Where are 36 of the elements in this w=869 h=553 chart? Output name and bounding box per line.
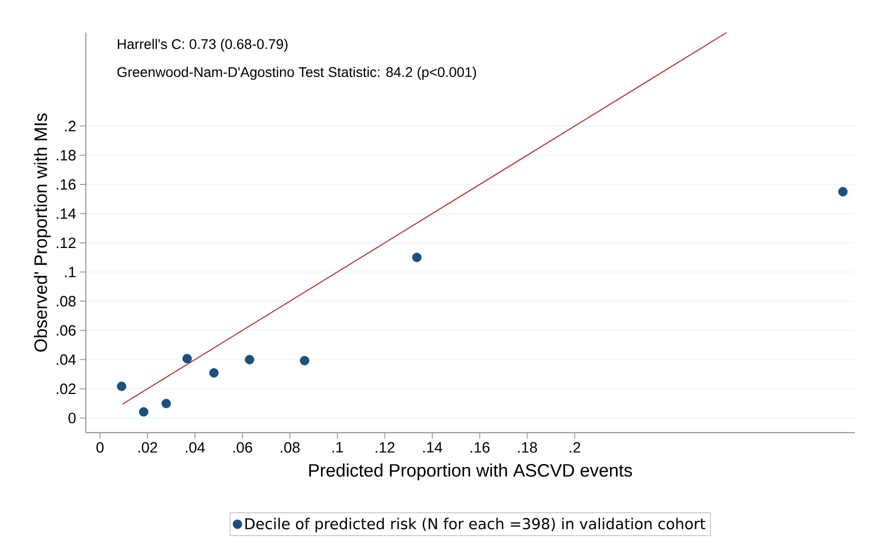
- x-tick-label: .06: [233, 442, 252, 453]
- x-axis-title: Predicted Proportion with ASCVD events: [309, 464, 632, 480]
- annotation: Harrell's C: 0.73 (0.68-0.79): [118, 38, 288, 52]
- point: [116, 382, 126, 392]
- legend-label: Decile of predicted risk (N for each =398) in validation cohort: [245, 518, 706, 532]
- y-tick-label: .18: [56, 150, 76, 161]
- x-tick-label: .2: [570, 442, 580, 453]
- annotation: Greenwood-Nam-D'Agostino Test Statistic: 84.2 (p<0.001): [117, 66, 476, 80]
- x-tick-label: .12: [376, 442, 394, 453]
- y-tick-label: .16: [56, 179, 76, 190]
- y-tick-label: .12: [56, 238, 76, 248]
- point: [162, 398, 171, 408]
- y-tick-label: 0: [68, 412, 76, 424]
- x-tick-label: .04: [186, 442, 205, 453]
- point: [138, 407, 148, 417]
- point: [838, 187, 848, 196]
- y-tick-label: .02: [56, 384, 76, 394]
- x-tick-label: .14: [423, 442, 442, 452]
- point: [182, 354, 192, 364]
- y-tick-label: .04: [56, 354, 76, 365]
- point: [300, 356, 310, 366]
- y-tick-label: .2: [65, 120, 76, 132]
- point: [244, 354, 254, 364]
- y-axis-title: Observed' Proportion with MIs: [34, 113, 51, 352]
- y-tick-label: .06: [56, 325, 76, 336]
- point: [412, 252, 422, 262]
- x-tick-label: 0: [96, 442, 104, 453]
- point: [209, 368, 219, 378]
- x-tick-label: .08: [280, 442, 300, 453]
- x-tick-label: .1: [332, 442, 343, 452]
- x-tick-label: .18: [518, 442, 537, 453]
- y-tick-label: .1: [65, 266, 76, 278]
- x-tick-label: .16: [470, 442, 490, 453]
- y-tick-label: .14: [56, 208, 76, 219]
- y-tick-label: .08: [56, 296, 76, 306]
- x-tick-label: .02: [138, 442, 158, 453]
